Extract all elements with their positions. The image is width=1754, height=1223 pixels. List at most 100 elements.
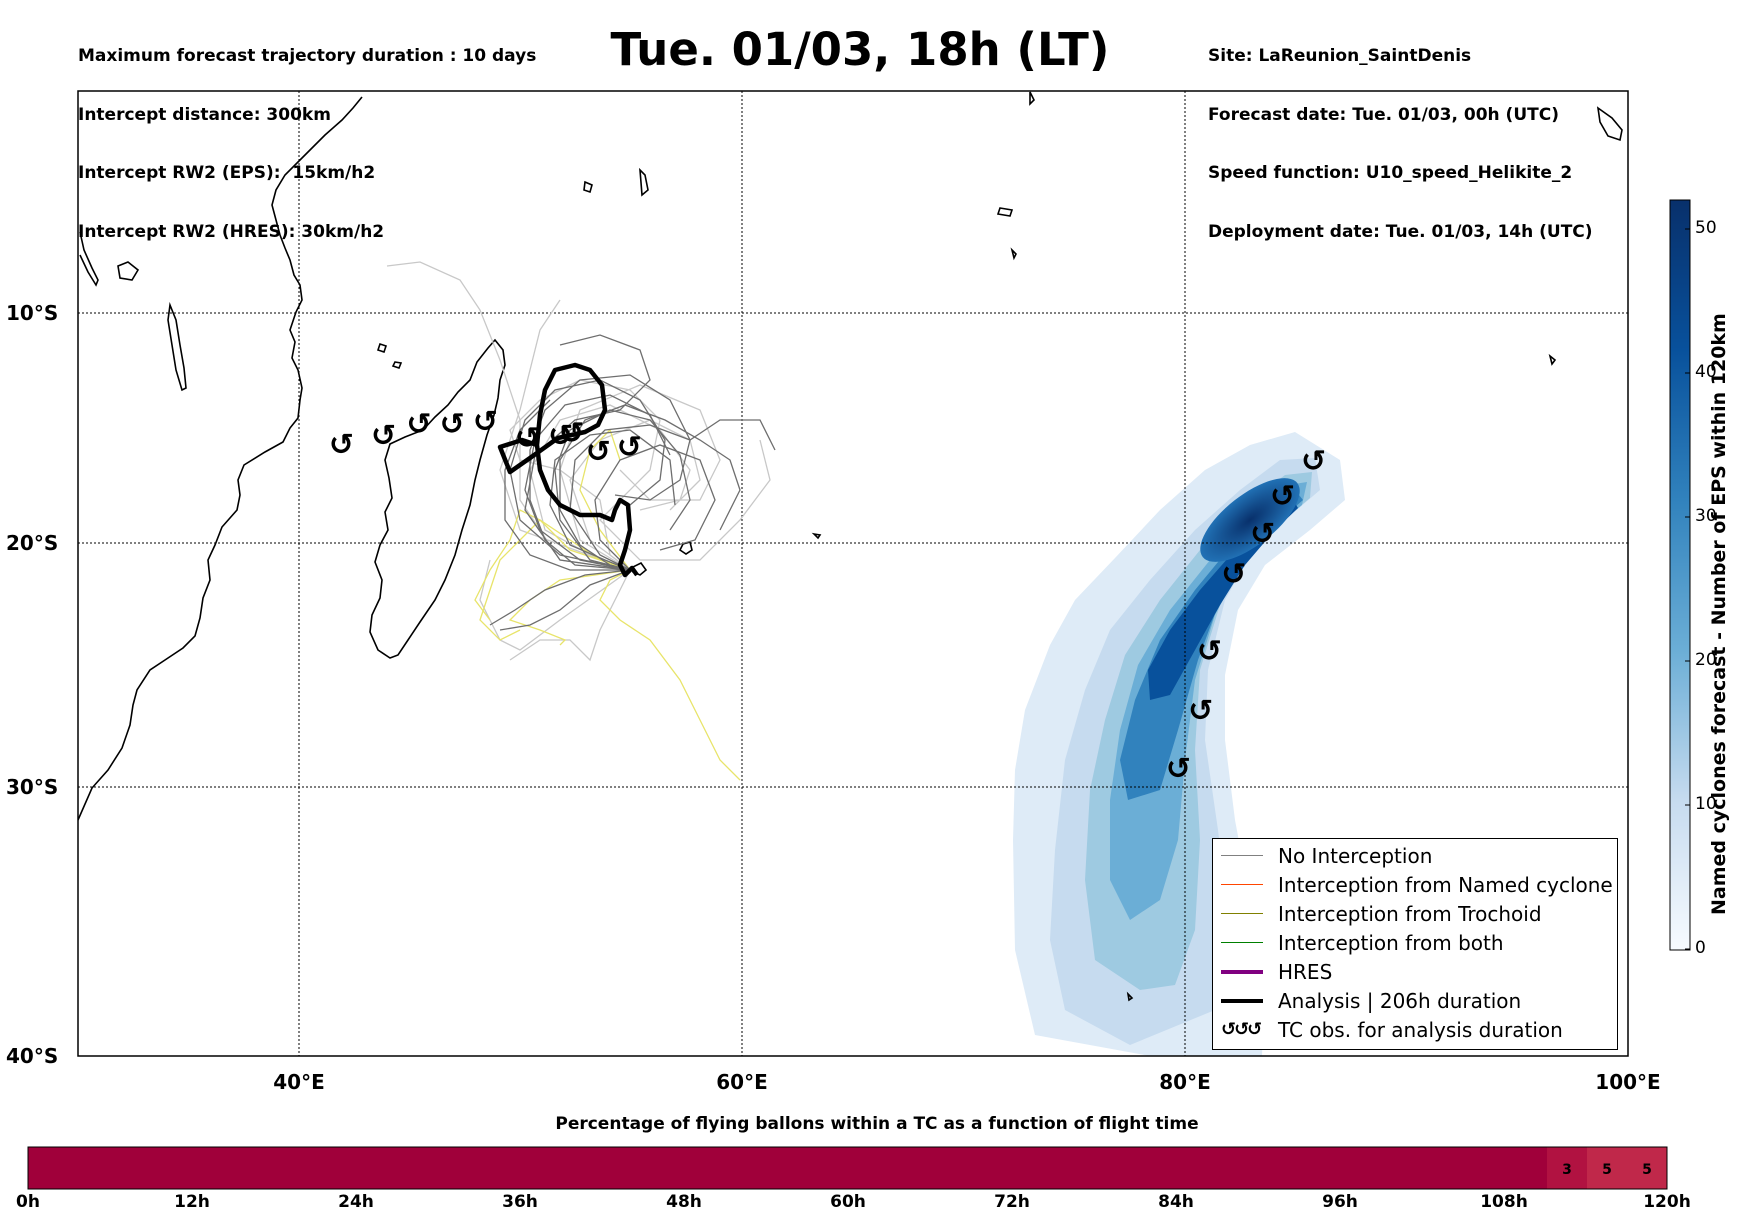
lon-label-100e: 100°E — [1595, 1070, 1661, 1094]
info-site: Site: LaReunion_SaintDenis — [1208, 46, 1472, 66]
info-intercept-distance: Intercept distance: 300km — [78, 104, 331, 125]
legend-line — [1221, 942, 1263, 943]
forecast-parameters: Maximum forecast trajectory duration : 1… — [78, 8, 536, 262]
sri-lanka — [1596, 106, 1623, 142]
colorbar — [1669, 199, 1691, 951]
timebar-value-2: 5 — [1602, 1162, 1612, 1178]
timebar-hour-label: 72h — [994, 1192, 1030, 1212]
lon-label-80e: 80°E — [1159, 1070, 1211, 1094]
legend-label: Interception from Trochoid — [1278, 902, 1542, 926]
trajectory — [509, 379, 666, 571]
tc-obs-icon: ↺ — [1197, 634, 1222, 669]
trajectory — [509, 379, 771, 571]
colorbar-tick-label: 10 — [1695, 794, 1717, 814]
colorbar-tick-label: 50 — [1695, 218, 1717, 238]
tc-obs-icon: ↺ — [329, 428, 354, 463]
info-max-duration: Maximum forecast trajectory duration : 1… — [78, 46, 537, 66]
tc-obs-icon: ↺ — [1250, 516, 1275, 551]
tc-obs-icon: ↺ — [406, 407, 431, 442]
maldives — [1029, 91, 1035, 106]
tc-obs-icon: ↺ — [586, 435, 611, 470]
map-title: Tue. 01/03, 18h (LT) — [610, 23, 1110, 76]
density-peak — [1200, 478, 1300, 562]
timebar-hour-label: 48h — [666, 1192, 702, 1212]
trajectory — [479, 559, 631, 651]
analysis-trajectory — [497, 362, 639, 578]
tc-obs-icon: ↺ — [440, 407, 465, 442]
trajectory — [504, 399, 630, 571]
colorbar-tick-label: 40 — [1695, 362, 1717, 382]
tc-obs-icon: ↺ — [473, 405, 498, 440]
trajectory — [594, 444, 716, 571]
seychelles-north — [583, 167, 649, 197]
lat-label-10s: 10°S — [6, 301, 59, 325]
trajectory — [529, 404, 691, 571]
timebar-hour-label: 120h — [1643, 1192, 1691, 1212]
timebar-main — [28, 1147, 1547, 1189]
tc-observations-west: ↺ ↺ ↺ ↺ ↺ ↺ ↺↺↺ ↺ — [329, 405, 642, 470]
lat-label-40s: 40°S — [6, 1044, 59, 1068]
legend-line — [1221, 855, 1263, 856]
info-deployment-date: Deployment date: Tue. 01/03, 14h (UTC) — [1208, 221, 1593, 242]
timebar-hour-label: 12h — [174, 1192, 210, 1212]
tc-obs-icon: ↺ — [1166, 752, 1191, 787]
colorbar-tick-label: 20 — [1695, 650, 1717, 670]
tc-obs-icon: ↺ — [1221, 557, 1246, 592]
legend-line — [1221, 913, 1263, 914]
legend-label: Interception from both — [1278, 931, 1504, 955]
trajectory — [489, 569, 631, 626]
legend-label: TC obs. for analysis duration — [1278, 1018, 1563, 1042]
timebar-title: Percentage of flying ballons within a TC… — [555, 1114, 1199, 1134]
timebar-hour-label: 96h — [1322, 1192, 1358, 1212]
tc-obs-icon: ↺↺↺ — [1221, 1019, 1262, 1040]
density-level-5 — [1148, 498, 1298, 700]
trajectory — [529, 374, 691, 571]
lake-malawi — [167, 301, 187, 392]
chagos — [996, 207, 1017, 261]
lake-victoria — [117, 261, 140, 281]
density-level-4 — [1120, 490, 1303, 800]
tc-obs-icon: ↺ — [559, 416, 584, 451]
amsterdam-island — [1126, 991, 1134, 1002]
legend-label: Analysis | 206h duration — [1278, 989, 1522, 1013]
trajectory — [474, 509, 631, 621]
colorbar-tick-label: 30 — [1695, 506, 1717, 526]
trajectories-yellow — [474, 428, 741, 781]
tc-obs-icon: ↺ — [1188, 694, 1213, 729]
tc-observations-east: ↺↺↺↺↺↺↺ — [1166, 444, 1326, 787]
lat-label-30s: 30°S — [6, 775, 59, 799]
rodrigues — [811, 532, 822, 540]
timebar-hour-label: 36h — [502, 1192, 538, 1212]
timebar-value-3: 5 — [1642, 1162, 1652, 1178]
tc-obs-icon: ↺ — [371, 418, 396, 453]
legend-line — [1221, 970, 1263, 974]
legend-line — [1221, 884, 1263, 885]
timebar-hour-label: 84h — [1158, 1192, 1194, 1212]
colorbar-tick-label: 0 — [1695, 938, 1706, 958]
info-forecast-date: Forecast date: Tue. 01/03, 00h (UTC) — [1208, 104, 1559, 125]
trajectory — [508, 569, 631, 646]
timebar-frame — [27, 1146, 1668, 1190]
timebar-segment-2 — [1587, 1147, 1627, 1189]
legend-label: No Interception — [1278, 844, 1433, 868]
timebar-hour-label: 108h — [1480, 1192, 1528, 1212]
map-frame — [77, 90, 1629, 1057]
lake-tanganyika — [79, 231, 99, 287]
trajectories-no-interception — [489, 334, 776, 631]
legend-label: HRES — [1278, 960, 1333, 984]
trajectory — [509, 569, 631, 662]
legend-label: Interception from Named cyclone — [1278, 873, 1613, 897]
trajectory — [599, 569, 741, 781]
lat-label-20s: 20°S — [6, 531, 59, 555]
timebar-segment-1 — [1547, 1147, 1587, 1189]
trajectory — [569, 419, 776, 571]
timebar-value-1: 3 — [1562, 1162, 1572, 1178]
trajectories-light — [386, 261, 771, 662]
legend-line — [1221, 999, 1263, 1003]
lon-label-40e: 40°E — [273, 1070, 325, 1094]
density-level-3 — [1110, 482, 1307, 920]
colorbar-title: Named cyclones forecast - Number of EPS … — [1708, 313, 1730, 915]
timebar-segment-3 — [1627, 1147, 1667, 1189]
timebar-hour-label: 24h — [338, 1192, 374, 1212]
